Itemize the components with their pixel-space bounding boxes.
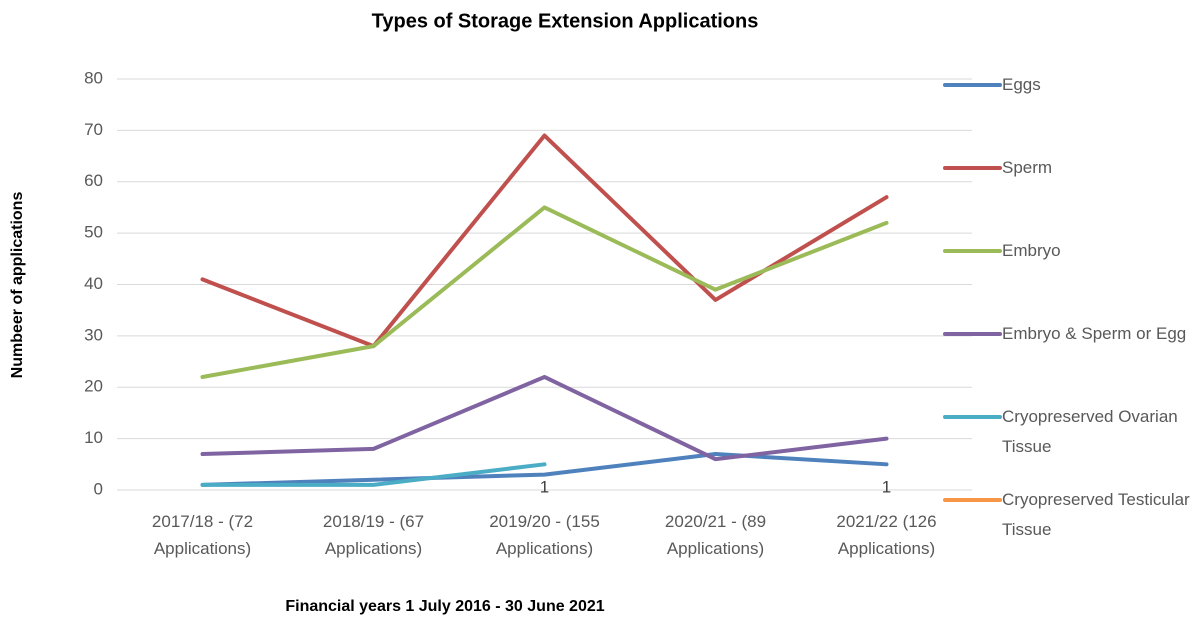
y-tick-label: 80 <box>84 68 103 87</box>
y-tick-label: 20 <box>84 377 103 396</box>
x-tick-label: 2020/21 - (89 Applications) <box>664 512 767 558</box>
series-line <box>200 205 889 379</box>
legend-label: Embryo <box>1002 241 1061 260</box>
x-tick-label: 2019/20 - (155 Applications) <box>489 512 600 558</box>
y-tick-label: 10 <box>84 428 103 447</box>
data-label: 1 <box>540 477 549 496</box>
legend-label: Embryo & Sperm or Egg <box>1002 324 1187 343</box>
series-line <box>200 374 889 462</box>
series-line <box>200 462 547 487</box>
y-tick-label: 0 <box>94 479 103 498</box>
legend-label: Cryopreserved Testicular Tissue <box>1002 490 1190 539</box>
series-line <box>200 452 889 487</box>
legend-label: Eggs <box>1002 75 1041 94</box>
chart-title: Types of Storage Extension Applications <box>372 10 759 32</box>
y-tick-label: 50 <box>84 223 103 242</box>
y-tick-label: 40 <box>84 274 103 293</box>
y-tick-label: 60 <box>84 171 103 190</box>
y-axis-title: Numbeer of applications <box>9 192 26 379</box>
series-line <box>200 133 889 349</box>
x-tick-label: 2021/22 (126 Applications) <box>836 512 937 558</box>
y-tick-label: 70 <box>84 120 103 139</box>
x-tick-label: 2017/18 - (72 Applications) <box>151 512 254 558</box>
legend-label: Cryopreserved Ovarian Tissue <box>1002 407 1178 456</box>
legend-label: Sperm <box>1002 158 1053 177</box>
x-tick-label: 2018/19 - (67 Applications) <box>322 512 425 558</box>
y-tick-label: 30 <box>84 325 103 344</box>
x-axis-title: Financial years 1 July 2016 - 30 June 20… <box>285 598 604 615</box>
data-label: 1 <box>882 477 891 496</box>
